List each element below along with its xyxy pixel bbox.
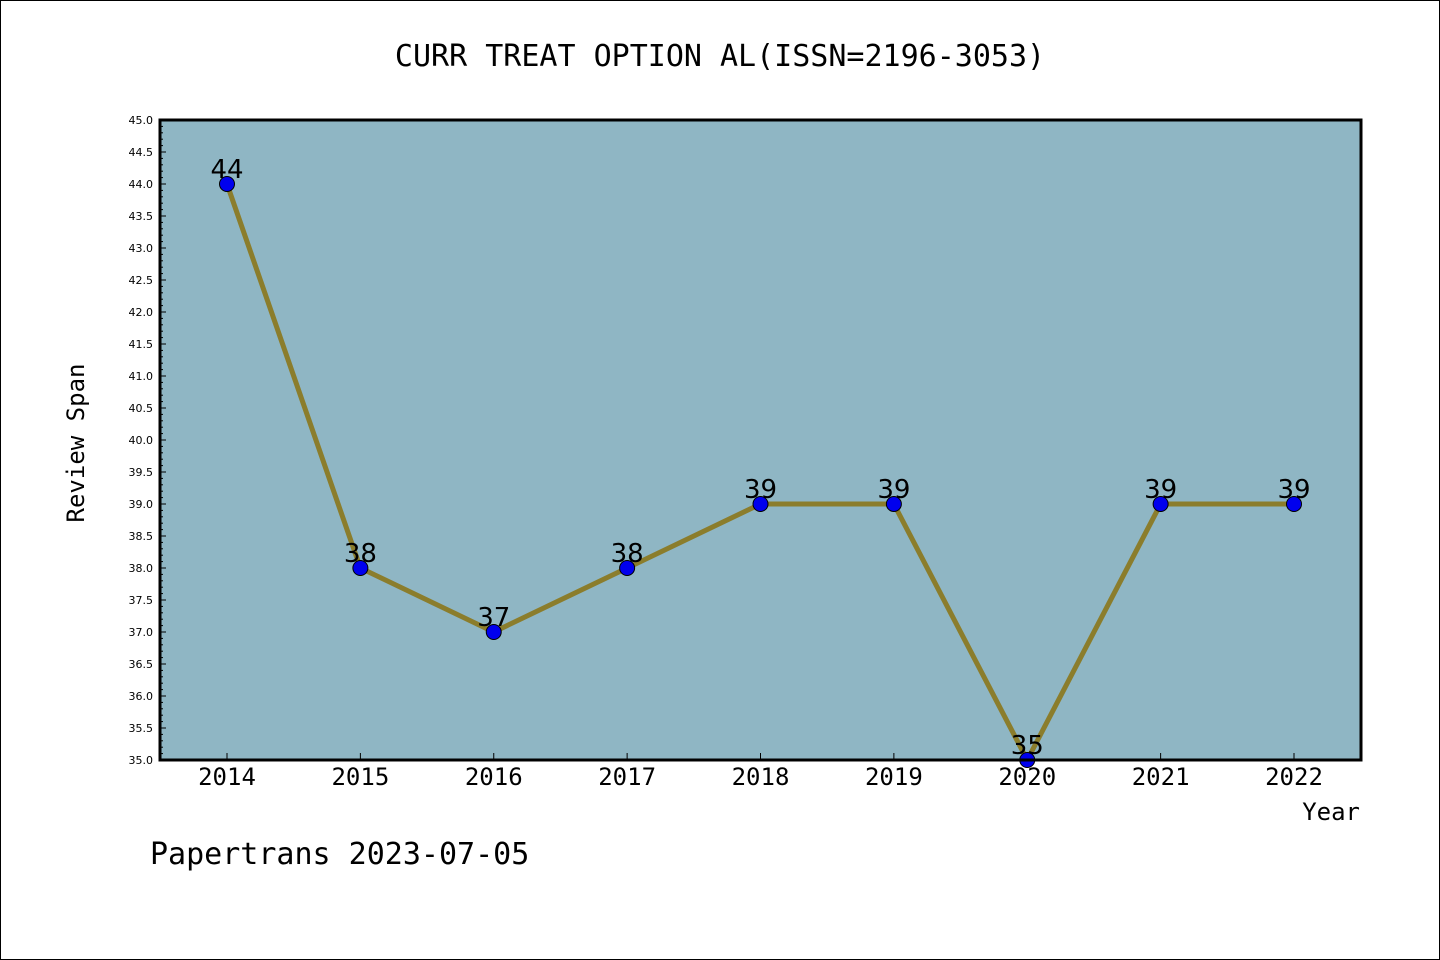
x-tick-label: 2017 xyxy=(598,763,656,791)
data-label: 38 xyxy=(611,539,644,569)
y-tick-label: 39.5 xyxy=(129,466,154,479)
y-tick-label: 42.5 xyxy=(129,274,154,287)
data-label: 39 xyxy=(1144,475,1177,505)
data-labels: 44 38 37 38 39 39 35 39 39 xyxy=(210,155,1310,761)
x-tick-label: 2019 xyxy=(865,763,923,791)
plot-border xyxy=(158,118,1363,762)
data-label: 44 xyxy=(210,155,243,185)
data-label: 39 xyxy=(877,475,910,505)
x-tick-label: 2015 xyxy=(331,763,389,791)
y-tick-label: 40.5 xyxy=(129,402,154,415)
y-tick-label: 38.0 xyxy=(129,562,154,575)
data-point xyxy=(885,496,902,512)
y-axis-label: Review Span xyxy=(62,364,90,523)
data-label: 38 xyxy=(344,539,377,569)
y-tick-label: 43.5 xyxy=(129,210,154,223)
y-tick-label: 41.5 xyxy=(129,338,154,351)
x-tick-label: 2022 xyxy=(1265,763,1323,791)
y-tick-label: 44.0 xyxy=(129,178,154,191)
data-point xyxy=(485,624,502,640)
x-tick-label: 2016 xyxy=(465,763,523,791)
chart-title: CURR TREAT OPTION AL(ISSN=2196-3053) xyxy=(395,39,1045,74)
x-tick-label: 2021 xyxy=(1132,763,1190,791)
y-tick-label: 36.5 xyxy=(129,658,154,671)
y-tick-label: 39.0 xyxy=(129,498,154,511)
y-tick-label: 37.0 xyxy=(129,626,154,639)
y-tick-label: 35.0 xyxy=(129,754,154,767)
y-tick-label: 42.0 xyxy=(129,306,154,319)
y-tick-label: 38.5 xyxy=(129,530,154,543)
y-tick-label: 35.5 xyxy=(129,722,154,735)
data-label: 35 xyxy=(1011,731,1044,761)
data-point xyxy=(619,560,636,576)
x-tick-label: 2018 xyxy=(732,763,790,791)
y-tick-label: 40.0 xyxy=(129,434,154,447)
data-point xyxy=(752,496,769,512)
y-tick-label: 43.0 xyxy=(129,242,154,255)
plot-area xyxy=(160,120,1361,760)
y-tick-label: 37.5 xyxy=(129,594,154,607)
data-point xyxy=(352,560,369,576)
data-point xyxy=(1286,496,1302,512)
data-label: 39 xyxy=(1277,475,1310,505)
x-axis-label: Year xyxy=(1302,798,1360,826)
x-tick-label: 2014 xyxy=(198,763,256,791)
y-tick-label: 44.5 xyxy=(129,146,154,159)
watermark-text: Papertrans 2023-07-05 xyxy=(150,837,529,872)
y-tick-label: 36.0 xyxy=(129,690,154,703)
x-axis: 2014 2015 2016 2017 2018 2019 2020 2021 2022 xyxy=(198,753,1323,791)
y-tick-label: 41.0 xyxy=(129,370,154,383)
data-point xyxy=(219,176,235,192)
y-tick-label: 45.0 xyxy=(129,114,154,127)
data-label: 39 xyxy=(744,475,777,505)
data-point xyxy=(1152,496,1169,512)
data-label: 37 xyxy=(477,603,510,633)
